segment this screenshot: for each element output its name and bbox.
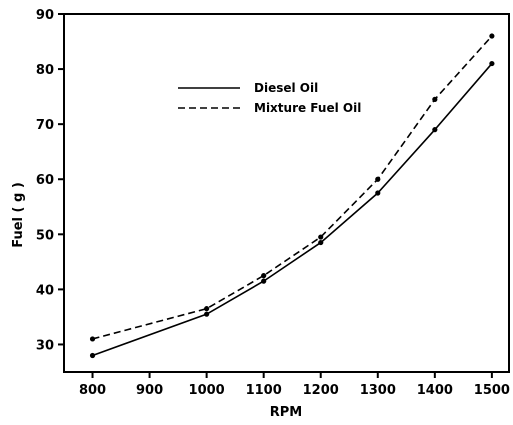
data-point-diesel-oil xyxy=(432,127,438,133)
x-tick-label: 1300 xyxy=(360,383,396,398)
y-axis-title: Fuel ( g ) xyxy=(11,182,26,248)
x-tick-label: 900 xyxy=(136,383,163,398)
data-point-mixture-fuel-oil xyxy=(489,33,495,39)
x-axis-title: RPM xyxy=(270,405,302,420)
plot-frame xyxy=(63,13,510,373)
y-tick-label: 40 xyxy=(36,283,54,298)
y-tick-label: 60 xyxy=(36,173,54,188)
data-point-diesel-oil xyxy=(89,352,96,359)
x-tick-label: 800 xyxy=(79,383,106,398)
data-point-mixture-fuel-oil xyxy=(375,176,381,182)
legend: Diesel Oil Mixture Fuel Oil xyxy=(178,81,361,115)
legend-label-diesel-oil: Diesel Oil xyxy=(254,81,318,95)
data-point-diesel-oil xyxy=(489,60,495,67)
data-point-mixture-fuel-oil xyxy=(89,336,96,342)
x-axis: 800 900 1000 1100 1200 1300 1400 1500 xyxy=(79,372,510,398)
data-point-mixture-fuel-oil xyxy=(318,234,324,240)
data-point-diesel-oil xyxy=(375,190,381,196)
x-tick-label: 1500 xyxy=(474,383,510,398)
y-tick-label: 90 xyxy=(36,8,54,23)
y-tick-label: 80 xyxy=(36,63,54,78)
x-tick-label: 1000 xyxy=(189,383,225,398)
y-axis: 30 40 50 60 70 80 90 xyxy=(36,8,64,353)
series-layer xyxy=(89,33,495,359)
data-point-mixture-fuel-oil xyxy=(261,273,267,279)
y-tick-label: 30 xyxy=(36,338,54,353)
data-point-diesel-oil xyxy=(204,311,210,317)
x-tick-label: 1400 xyxy=(417,383,453,398)
data-point-diesel-oil xyxy=(261,278,267,284)
legend-label-mixture-fuel-oil: Mixture Fuel Oil xyxy=(254,101,361,115)
y-tick-label: 70 xyxy=(36,118,54,133)
x-tick-label: 1100 xyxy=(246,383,282,398)
x-tick-label: 1200 xyxy=(303,383,339,398)
data-point-mixture-fuel-oil xyxy=(432,96,438,102)
data-point-mixture-fuel-oil xyxy=(204,306,210,312)
y-tick-label: 50 xyxy=(36,228,54,243)
data-point-diesel-oil xyxy=(318,239,324,246)
